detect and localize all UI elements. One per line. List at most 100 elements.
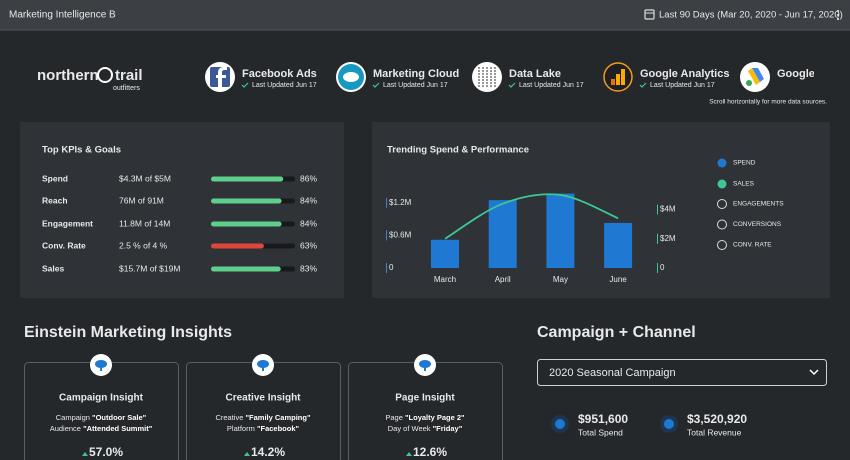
trend-arrow xyxy=(244,452,250,456)
kpi-value: $4.3M of $5M xyxy=(119,173,171,183)
kpi-percent: 63% xyxy=(300,240,317,250)
detail-value: "Attended Summit" xyxy=(83,424,153,433)
source-updated: Last Updated Jun 17 xyxy=(650,82,715,89)
kpi-percent: 86% xyxy=(300,173,317,183)
kpi-percent: 83% xyxy=(300,263,317,273)
dropdown-chevron[interactable] xyxy=(809,369,819,376)
card-icon xyxy=(424,366,426,371)
kpi-value: 76M of 91M xyxy=(119,195,164,205)
source-updated: Last Updated Jun 17 xyxy=(383,82,448,89)
bar xyxy=(431,239,459,268)
calendar-icon[interactable] xyxy=(644,9,655,20)
legend-swatch[interactable] xyxy=(717,240,727,250)
card-detail: Creative "Family Camping" xyxy=(215,413,311,422)
kpi-label: Conv. Rate xyxy=(42,240,86,250)
y-tick-label: $1.2M xyxy=(389,198,412,207)
legend-swatch[interactable] xyxy=(717,219,727,230)
source-name: Facebook Ads xyxy=(242,68,317,80)
kpi-rows: Spend $4.3M of $5M 86% Reach 76M of 91M 84% En… xyxy=(42,173,317,273)
source-item[interactable] xyxy=(205,62,235,92)
stat-icon xyxy=(664,419,674,429)
detail-value: "Loyalty Page 2" xyxy=(405,413,465,422)
check-icon xyxy=(372,82,380,88)
card-icon xyxy=(419,360,431,368)
card-icon xyxy=(100,366,102,371)
y-tick-label: $0.6M xyxy=(389,231,412,240)
section-title: Campaign + Channel xyxy=(537,324,696,341)
legend-label: SPEND xyxy=(733,160,756,167)
card-title: Campaign Insight xyxy=(59,393,144,404)
stat-label: Total Revenue xyxy=(687,427,742,437)
detail-label: Audience xyxy=(50,424,81,433)
card-icon xyxy=(95,360,107,368)
stat-label: Total Spend xyxy=(578,427,623,437)
detail-value: "Outdoor Sale" xyxy=(92,413,147,422)
data-sources: Facebook Ads Last Updated Jun 17 Marketing… xyxy=(205,62,826,92)
card-icon xyxy=(257,360,269,368)
kpi-label: Spend xyxy=(42,173,68,183)
check-icon xyxy=(241,82,249,88)
bar xyxy=(488,200,517,268)
panel-title: Top KPIs & Goals xyxy=(42,145,121,156)
source-updated: Last Updated Jun 17 xyxy=(252,82,317,89)
stat-value: $951,600 xyxy=(578,412,628,426)
source-updated: Last Updated Jun 17 xyxy=(519,82,584,89)
trend-arrow xyxy=(82,452,88,456)
legend-label: CONV. RATE xyxy=(733,242,772,249)
legend-swatch[interactable] xyxy=(717,199,727,209)
source-icon xyxy=(746,80,752,86)
x-tick-label: June xyxy=(609,275,627,284)
kpi-value: $15.7M of $19M xyxy=(119,263,180,273)
source-name: Google A xyxy=(777,68,826,80)
source-item[interactable] xyxy=(336,62,366,92)
kpi-bar xyxy=(211,198,282,204)
legend-label: CONVERSIONS xyxy=(733,221,782,228)
dropdown-value[interactable]: 2020 Seasonal Campaign xyxy=(549,367,676,379)
legend-swatch[interactable] xyxy=(717,158,727,168)
card-detail: Day of Week "Friday" xyxy=(388,424,463,433)
source-icon xyxy=(616,74,620,85)
source-item[interactable] xyxy=(603,62,633,92)
logo-text: trail xyxy=(115,67,143,84)
source-name: Google Analytics xyxy=(640,68,729,80)
chart-title: Trending Spend & Performance xyxy=(387,145,529,156)
legend-label: SALES xyxy=(733,181,755,188)
kpi-bar xyxy=(211,176,284,182)
detail-label: Campaign xyxy=(56,413,90,422)
x-tick-label: March xyxy=(434,275,456,284)
card-detail: Page "Loyalty Page 2" xyxy=(385,413,465,422)
chart: 0 $0.6M $1.2M 0 $2M $4M March April May June SPEND… xyxy=(386,158,784,284)
stat-value: $3,520,920 xyxy=(687,412,747,426)
source-icon xyxy=(611,79,615,85)
source-icon xyxy=(621,69,625,85)
detail-value: "Facebook" xyxy=(257,424,300,433)
check-icon xyxy=(639,82,647,88)
logo-text: northern xyxy=(37,67,99,84)
section-title: Einstein Marketing Insights xyxy=(24,324,232,341)
y2-tick-label: $2M xyxy=(660,234,676,243)
check-icon xyxy=(508,82,516,88)
y-tick-label: 0 xyxy=(389,263,394,272)
menu-icon[interactable] xyxy=(836,9,840,21)
legend-swatch[interactable] xyxy=(717,179,727,189)
campaign-dropdown[interactable] xyxy=(537,359,827,386)
bar xyxy=(604,222,633,268)
source-item[interactable] xyxy=(472,62,502,92)
card-title: Page Insight xyxy=(395,393,455,404)
source-item[interactable] xyxy=(740,62,770,92)
kpi-bar xyxy=(211,221,282,227)
line xyxy=(444,193,619,240)
card-detail: Audience "Attended Summit" xyxy=(50,424,153,433)
source-name: Marketing Cloud xyxy=(373,68,459,80)
scroll-hint: Scroll horizontally for more data source… xyxy=(709,99,827,106)
date-range[interactable]: Last 90 Days (Mar 20, 2020 - Jun 17, 202… xyxy=(659,10,843,21)
card-icon xyxy=(262,366,264,371)
trend-arrow xyxy=(406,452,412,456)
card-title: Creative Insight xyxy=(225,393,301,404)
detail-label: Page xyxy=(385,413,403,422)
x-tick-label: April xyxy=(495,275,511,284)
stat-icon xyxy=(555,419,565,429)
dashboard-title: Marketing Intelligence B xyxy=(9,10,116,21)
